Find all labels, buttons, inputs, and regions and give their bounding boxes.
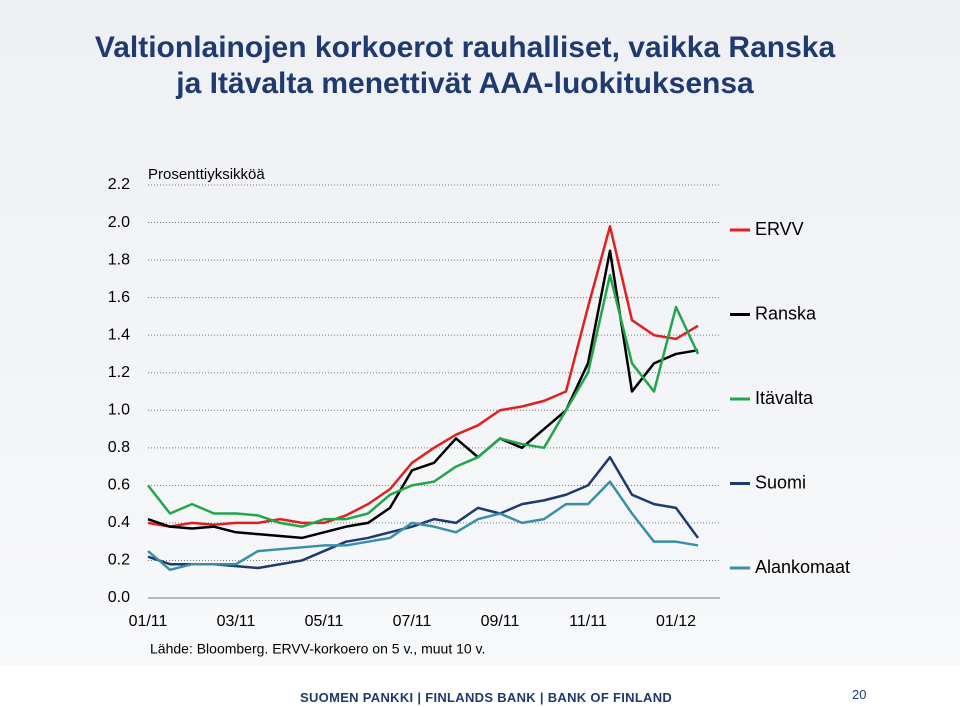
series-line — [147, 480, 699, 572]
x-tick-label: 11/11 — [569, 613, 607, 630]
y-tick-label: 2.2 — [108, 176, 130, 193]
y-tick-label: 0.0 — [108, 589, 130, 606]
y-tick-label: 2.0 — [108, 214, 130, 231]
y-tick-label: 1.6 — [108, 289, 130, 306]
legend-label: ERVV — [755, 219, 804, 239]
y-tick-label: 0.8 — [108, 439, 130, 456]
legend-label: Ranska — [755, 303, 817, 323]
legend-label: Alankomaat — [755, 557, 850, 577]
series-line — [147, 225, 699, 528]
series-line — [147, 273, 700, 528]
legend-label: Itävalta — [755, 388, 814, 408]
x-tick-label: 07/11 — [393, 613, 432, 630]
slide-title: Valtionlainojen korkoerot rauhalliset, v… — [94, 31, 836, 100]
x-tick-label: 03/11 — [217, 613, 256, 630]
y-axis-label: Prosenttiyksikköä — [148, 166, 265, 183]
footer: SUOMEN PANKKI | FINLANDS BANK | BANK OF … — [0, 665, 960, 707]
x-tick-label: 09/11 — [481, 613, 520, 630]
x-tick-label: 05/11 — [305, 613, 344, 630]
y-tick-label: 0.2 — [108, 552, 130, 569]
series-line — [147, 455, 700, 570]
page-number: 20 — [852, 687, 867, 702]
slide: Valtionlainojen korkoerot rauhalliset, v… — [0, 0, 960, 665]
y-tick-label: 0.6 — [108, 477, 130, 494]
y-tick-label: 0.4 — [108, 514, 130, 531]
y-tick-label: 1.4 — [108, 326, 130, 343]
y-tick-label: 1.8 — [108, 251, 130, 268]
legend-label: Suomi — [755, 472, 806, 492]
x-tick-label: 01/12 — [656, 613, 696, 630]
chart: Prosenttiyksikköä Lähde: Bloomberg. ERVV… — [108, 166, 850, 657]
y-tick-label: 1.2 — [108, 364, 130, 381]
y-tick-label: 1.0 — [108, 401, 130, 418]
footer-bank: SUOMEN PANKKI | FINLANDS BANK | BANK OF … — [300, 690, 673, 705]
series-line — [147, 249, 699, 540]
source: Lähde: Bloomberg. ERVV-korkoero on 5 v.,… — [150, 641, 485, 657]
x-tick-label: 01/11 — [129, 613, 168, 630]
